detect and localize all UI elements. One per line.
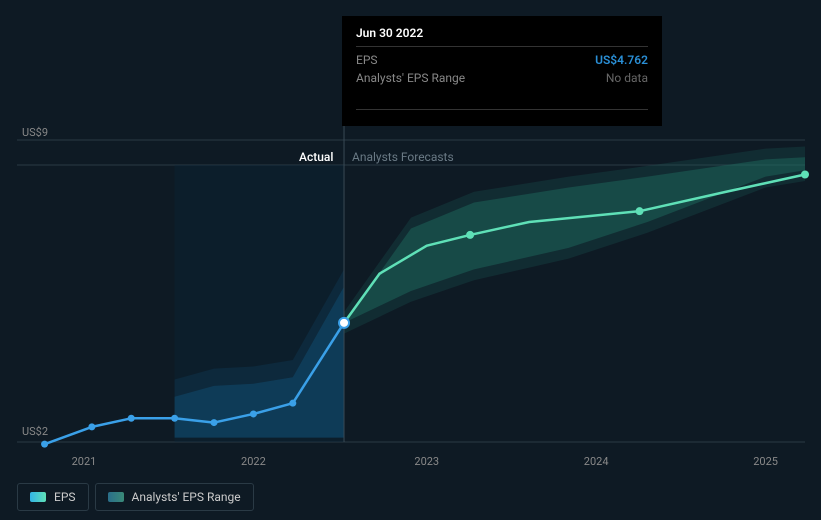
legend: EPS Analysts' EPS Range	[17, 483, 254, 511]
tooltip-row-eps: EPS US$4.762	[356, 53, 648, 67]
x-tick: 2021	[72, 455, 97, 468]
x-tick: 2022	[241, 455, 266, 468]
tooltip: Jun 30 2022 EPS US$4.762 Analysts' EPS R…	[342, 16, 662, 126]
legend-item-eps[interactable]: EPS	[17, 483, 89, 511]
x-tick: 2025	[753, 455, 778, 468]
tooltip-label-range: Analysts' EPS Range	[356, 71, 465, 85]
legend-swatch	[108, 492, 124, 502]
tooltip-divider-bottom	[356, 109, 648, 110]
legend-label: EPS	[54, 490, 76, 504]
x-tick: 2024	[584, 455, 609, 468]
legend-swatch	[30, 492, 46, 502]
tooltip-value-range: No data	[606, 71, 648, 85]
y-axis-top-label: US$9	[22, 126, 48, 139]
legend-label: Analysts' EPS Range	[132, 490, 241, 504]
eps-chart: Jun 30 2022 EPS US$4.762 Analysts' EPS R…	[0, 0, 821, 520]
tooltip-row-range: Analysts' EPS Range No data	[356, 71, 648, 85]
y-axis-bottom-label: US$2	[22, 425, 48, 438]
region-label-actual: Actual	[299, 150, 333, 164]
tooltip-label-eps: EPS	[356, 53, 378, 67]
legend-item-range[interactable]: Analysts' EPS Range	[95, 483, 254, 511]
x-tick: 2023	[414, 455, 439, 468]
tooltip-divider	[356, 46, 648, 47]
tooltip-value-eps: US$4.762	[595, 53, 648, 67]
region-label-forecast: Analysts Forecasts	[352, 150, 454, 164]
tooltip-date: Jun 30 2022	[356, 26, 648, 40]
